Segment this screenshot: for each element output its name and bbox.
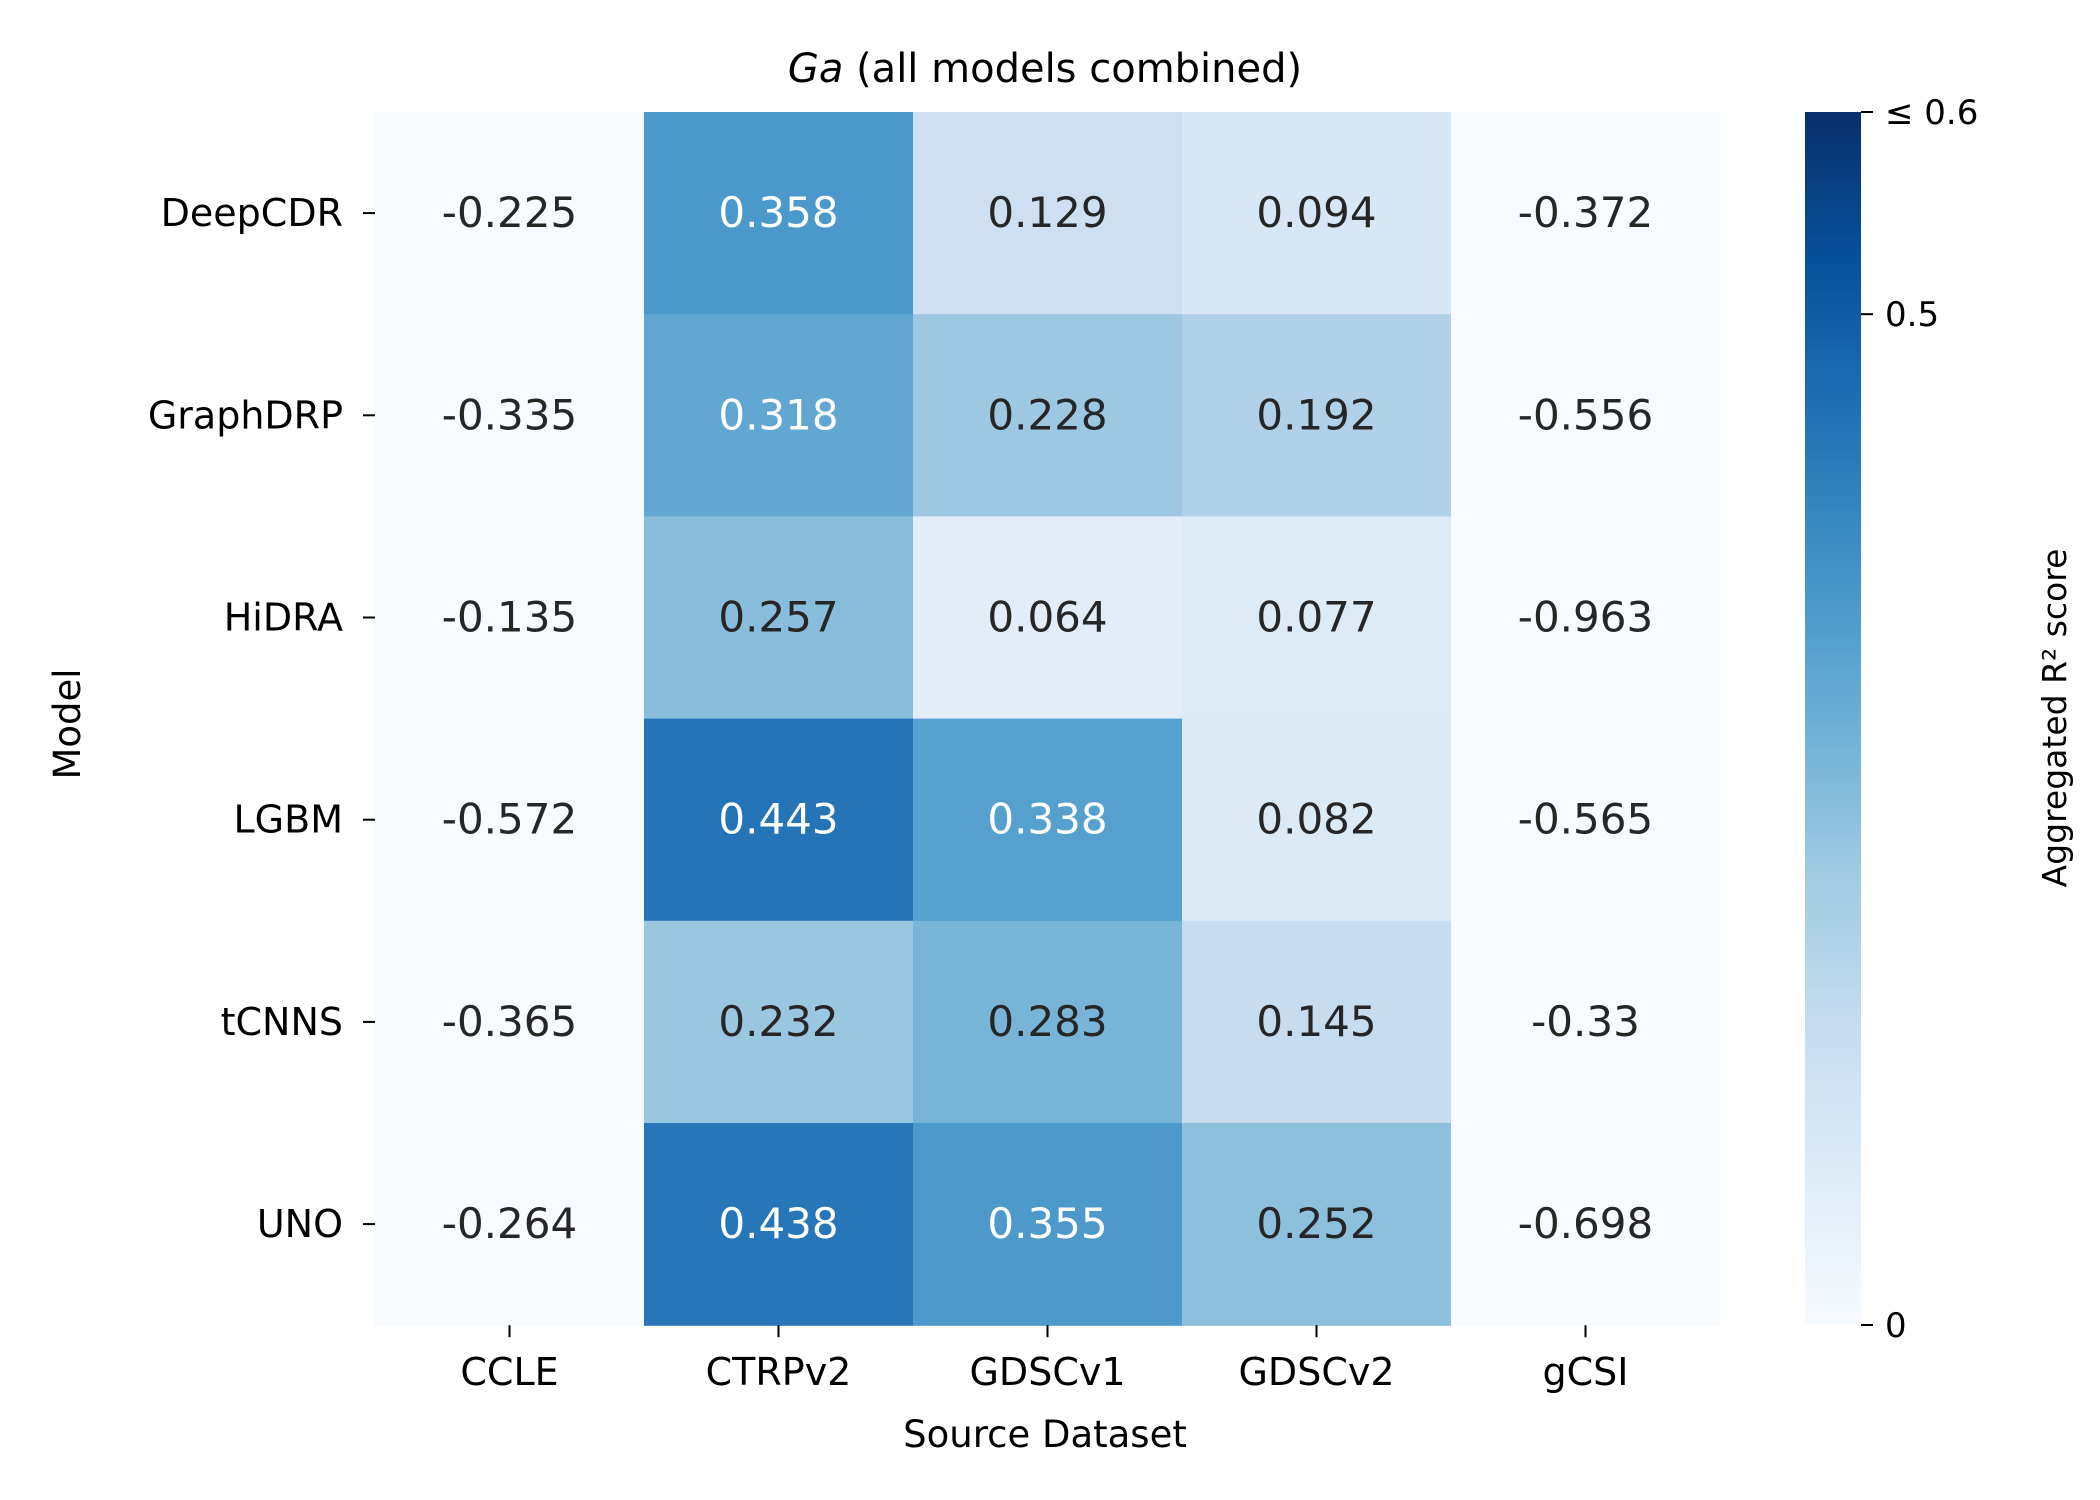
y-tick-label: UNO xyxy=(257,1202,343,1246)
heatmap-cell xyxy=(375,112,645,315)
heatmap-cell xyxy=(644,920,914,1124)
cell-value-label: 0.192 xyxy=(1256,390,1376,439)
x-tick-label: CTRPv2 xyxy=(706,1350,852,1394)
cell-value-label: -0.556 xyxy=(1518,390,1653,439)
colorbar-tick-label: ≤ 0.6 xyxy=(1885,93,1978,133)
y-tick-label: DeepCDR xyxy=(161,191,343,235)
colorbar-gradient xyxy=(1805,112,1861,1325)
x-axis: CCLE CTRPv2 GDSCv1 GDSCv2 gCSI xyxy=(460,1325,1628,1394)
heatmap-cell xyxy=(644,314,914,517)
cell-value-label: -0.698 xyxy=(1518,1199,1653,1248)
cell-value-label: 0.355 xyxy=(987,1199,1107,1248)
x-tick-label: CCLE xyxy=(460,1350,558,1394)
heatmap-cell xyxy=(375,516,645,720)
cell-value-label: 0.228 xyxy=(987,390,1107,439)
heatmap-cell xyxy=(375,718,645,922)
cell-value-label: -0.33 xyxy=(1531,997,1640,1046)
cell-value-label: 0.232 xyxy=(718,997,838,1046)
x-axis-label: Source Dataset xyxy=(903,1413,1187,1456)
heatmap-cell-labels: -0.225 0.358 0.129 0.094 -0.372 -0.335 0.318 0.… xyxy=(442,188,1653,1248)
chart-title: Ga (all models combined) xyxy=(788,46,1302,92)
heatmap-cell xyxy=(1451,314,1721,517)
heatmap-cell xyxy=(644,516,914,720)
cell-value-label: 0.443 xyxy=(718,795,838,844)
cell-value-label: -0.264 xyxy=(442,1199,577,1248)
cell-value-label: -0.135 xyxy=(442,593,577,642)
cell-value-label: -0.225 xyxy=(442,188,577,237)
cell-value-label: 0.129 xyxy=(987,188,1107,237)
x-tick-label: gCSI xyxy=(1543,1350,1629,1394)
y-axis: DeepCDR GraphDRP HiDRA LGBM tCNNS UNO xyxy=(148,191,375,1246)
cell-value-label: 0.283 xyxy=(987,997,1107,1046)
cell-value-label: 0.077 xyxy=(1256,593,1376,642)
heatmap-cell xyxy=(375,1123,645,1326)
chart-title-rest: (all models combined) xyxy=(843,46,1302,92)
cell-value-label: 0.082 xyxy=(1256,795,1376,844)
cell-value-label: 0.358 xyxy=(718,188,838,237)
cell-value-label: 0.094 xyxy=(1256,188,1376,237)
colorbar-tick-label: 0.5 xyxy=(1885,295,1939,335)
cell-value-label: 0.338 xyxy=(987,795,1107,844)
heatmap-cell xyxy=(1451,920,1721,1124)
heatmap-cell xyxy=(644,1123,914,1326)
y-tick-label: HiDRA xyxy=(224,596,343,640)
heatmap-cell xyxy=(913,920,1183,1124)
heatmap-cell xyxy=(1182,112,1452,315)
colorbar-tick-label: 0 xyxy=(1885,1306,1907,1346)
cell-value-label: -0.365 xyxy=(442,997,577,1046)
x-tick-label: GDSCv2 xyxy=(1238,1350,1394,1394)
cell-value-label: 0.252 xyxy=(1256,1199,1376,1248)
chart-title-italic: Ga xyxy=(788,46,844,92)
y-tick-label: tCNNS xyxy=(221,1000,343,1044)
cell-value-label: -0.572 xyxy=(442,795,577,844)
x-tick-label: GDSCv1 xyxy=(969,1350,1125,1394)
heatmap-cells xyxy=(375,112,1721,1326)
heatmap-cell xyxy=(644,112,914,315)
cell-value-label: -0.335 xyxy=(442,390,577,439)
heatmap-cell xyxy=(913,1123,1183,1326)
heatmap-cell xyxy=(1451,718,1721,922)
heatmap-cell xyxy=(913,314,1183,517)
y-axis-label: Model xyxy=(46,668,89,779)
cell-value-label: -0.372 xyxy=(1518,188,1653,237)
y-tick-label: LGBM xyxy=(234,798,343,842)
heatmap-cell xyxy=(913,718,1183,922)
colorbar-label: Aggregated R² score xyxy=(2035,549,2074,888)
heatmap-cell xyxy=(644,718,914,922)
heatmap-cell xyxy=(913,516,1183,720)
colorbar: ≤ 0.6 0.5 0 xyxy=(1805,93,1978,1346)
cell-value-label: -0.963 xyxy=(1518,593,1653,642)
heatmap-cell xyxy=(1451,516,1721,720)
heatmap-cell xyxy=(913,112,1183,315)
cell-value-label: 0.438 xyxy=(718,1199,838,1248)
heatmap-cell xyxy=(1182,314,1452,517)
cell-value-label: 0.064 xyxy=(987,593,1107,642)
heatmap-cell xyxy=(1182,1123,1452,1326)
heatmap-cell xyxy=(375,920,645,1124)
y-tick-label: GraphDRP xyxy=(148,393,343,437)
cell-value-label: 0.257 xyxy=(718,593,838,642)
heatmap-cell xyxy=(1451,112,1721,315)
heatmap-cell xyxy=(375,314,645,517)
heatmap-cell xyxy=(1451,1123,1721,1326)
heatmap-cell xyxy=(1182,920,1452,1124)
cell-value-label: -0.565 xyxy=(1518,795,1653,844)
heatmap-cell xyxy=(1182,516,1452,720)
cell-value-label: 0.145 xyxy=(1256,997,1376,1046)
cell-value-label: 0.318 xyxy=(718,390,838,439)
heatmap-cell xyxy=(1182,718,1452,922)
